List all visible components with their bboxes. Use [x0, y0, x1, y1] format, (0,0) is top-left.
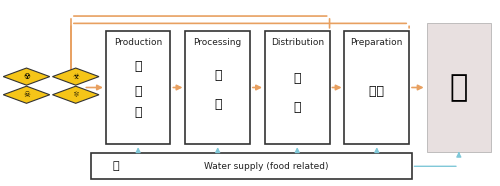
Text: 🚛: 🚛 [294, 101, 301, 114]
FancyBboxPatch shape [265, 31, 330, 144]
Polygon shape [52, 86, 99, 103]
FancyBboxPatch shape [106, 31, 170, 144]
Text: 👨‍🍳: 👨‍🍳 [370, 85, 384, 98]
Text: ☢: ☢ [23, 72, 30, 81]
Text: 🌭: 🌭 [214, 69, 222, 82]
Text: ☠: ☠ [23, 90, 30, 99]
Text: Processing: Processing [194, 38, 242, 47]
Text: Water supply (food related): Water supply (food related) [204, 162, 328, 171]
Text: 🌍: 🌍 [134, 106, 142, 118]
Polygon shape [4, 86, 50, 103]
Text: ☣: ☣ [72, 72, 79, 81]
Polygon shape [4, 68, 50, 85]
Text: 🏭: 🏭 [214, 98, 222, 111]
Polygon shape [52, 68, 99, 85]
Text: 🍽: 🍽 [450, 73, 468, 102]
FancyBboxPatch shape [344, 31, 409, 144]
Text: 🚿: 🚿 [112, 161, 119, 171]
FancyBboxPatch shape [426, 23, 491, 152]
Text: 🐟: 🐟 [134, 85, 142, 98]
FancyBboxPatch shape [186, 31, 250, 144]
Text: 🏗: 🏗 [294, 72, 301, 85]
FancyBboxPatch shape [91, 153, 412, 179]
Text: Distribution: Distribution [270, 38, 324, 47]
Text: 🐄: 🐄 [134, 60, 142, 73]
Text: ⚛: ⚛ [72, 90, 79, 99]
Text: Production: Production [114, 38, 162, 47]
Text: Preparation: Preparation [350, 38, 403, 47]
